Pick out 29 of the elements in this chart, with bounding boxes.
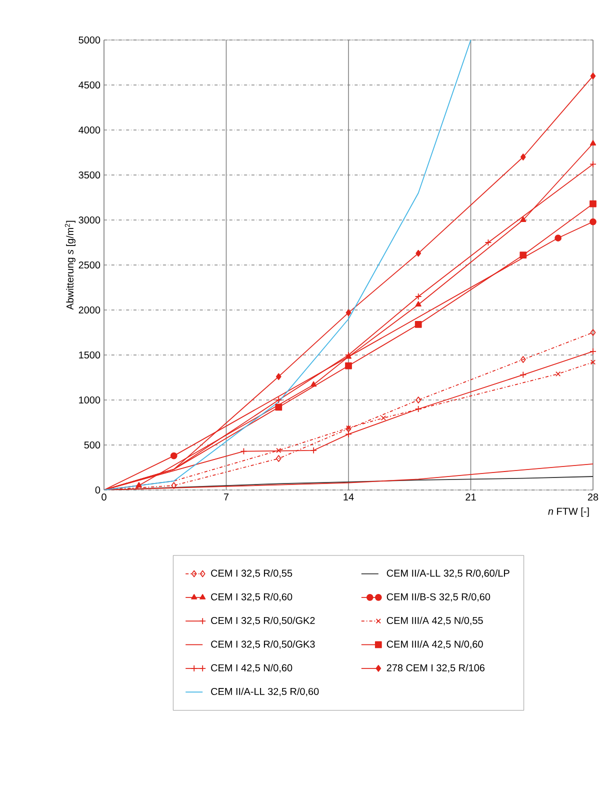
x-tick-label: 21 xyxy=(466,494,476,500)
legend-label: CEM I 32,5 R/0,55 xyxy=(211,569,292,578)
y-tick-label: 3500 xyxy=(78,171,100,179)
legend-label: CEM II/A-LL 32,5 R/0,60 xyxy=(211,688,319,696)
y-tick-label: 4000 xyxy=(78,126,100,134)
x-tick-label: 7 xyxy=(224,494,229,500)
legend-label: CEM II/B-S 32,5 R/0,60 xyxy=(386,593,490,602)
y-tick-label: 3000 xyxy=(78,216,100,224)
y-tick-label: 4500 xyxy=(78,81,100,89)
legend-label: CEM III/A 42,5 N/0,55 xyxy=(386,616,483,626)
legend-label: CEM I 32,5 R/0,60 xyxy=(211,593,292,602)
x-tick-label: 0 xyxy=(102,494,106,501)
y-tick-label: 2000 xyxy=(78,306,100,314)
y-tick-label: 1500 xyxy=(79,351,100,359)
legend-label: CEM III/A 42,5 N/0,60 xyxy=(386,640,483,649)
y-tick-label: 2500 xyxy=(78,261,100,269)
legend-label: CEM I 32,5 R/0,50/GK2 xyxy=(211,616,315,626)
y-tick-label: 0 xyxy=(95,486,100,494)
legend-label: CEM I 32,5 R/0,50/GK3 xyxy=(211,640,315,649)
y-axis-title: Abwitterung s [g/m$^{2}$] xyxy=(64,220,76,310)
x-tick-label: 28 xyxy=(588,494,598,501)
legend-label: 278 CEM I 32,5 R/106 xyxy=(386,664,485,673)
x-axis-title: n FTW [-] xyxy=(548,507,589,517)
y-tick-label: 5000 xyxy=(78,36,100,44)
x-tick-label: 14 xyxy=(344,494,354,500)
legend-label: CEM II/A-LL 32,5 R/0,60/LP xyxy=(386,569,510,578)
y-tick-label: 500 xyxy=(84,441,100,449)
legend-label: CEM I 42,5 N/0,60 xyxy=(211,664,292,673)
y-tick-label: 1000 xyxy=(79,396,100,404)
